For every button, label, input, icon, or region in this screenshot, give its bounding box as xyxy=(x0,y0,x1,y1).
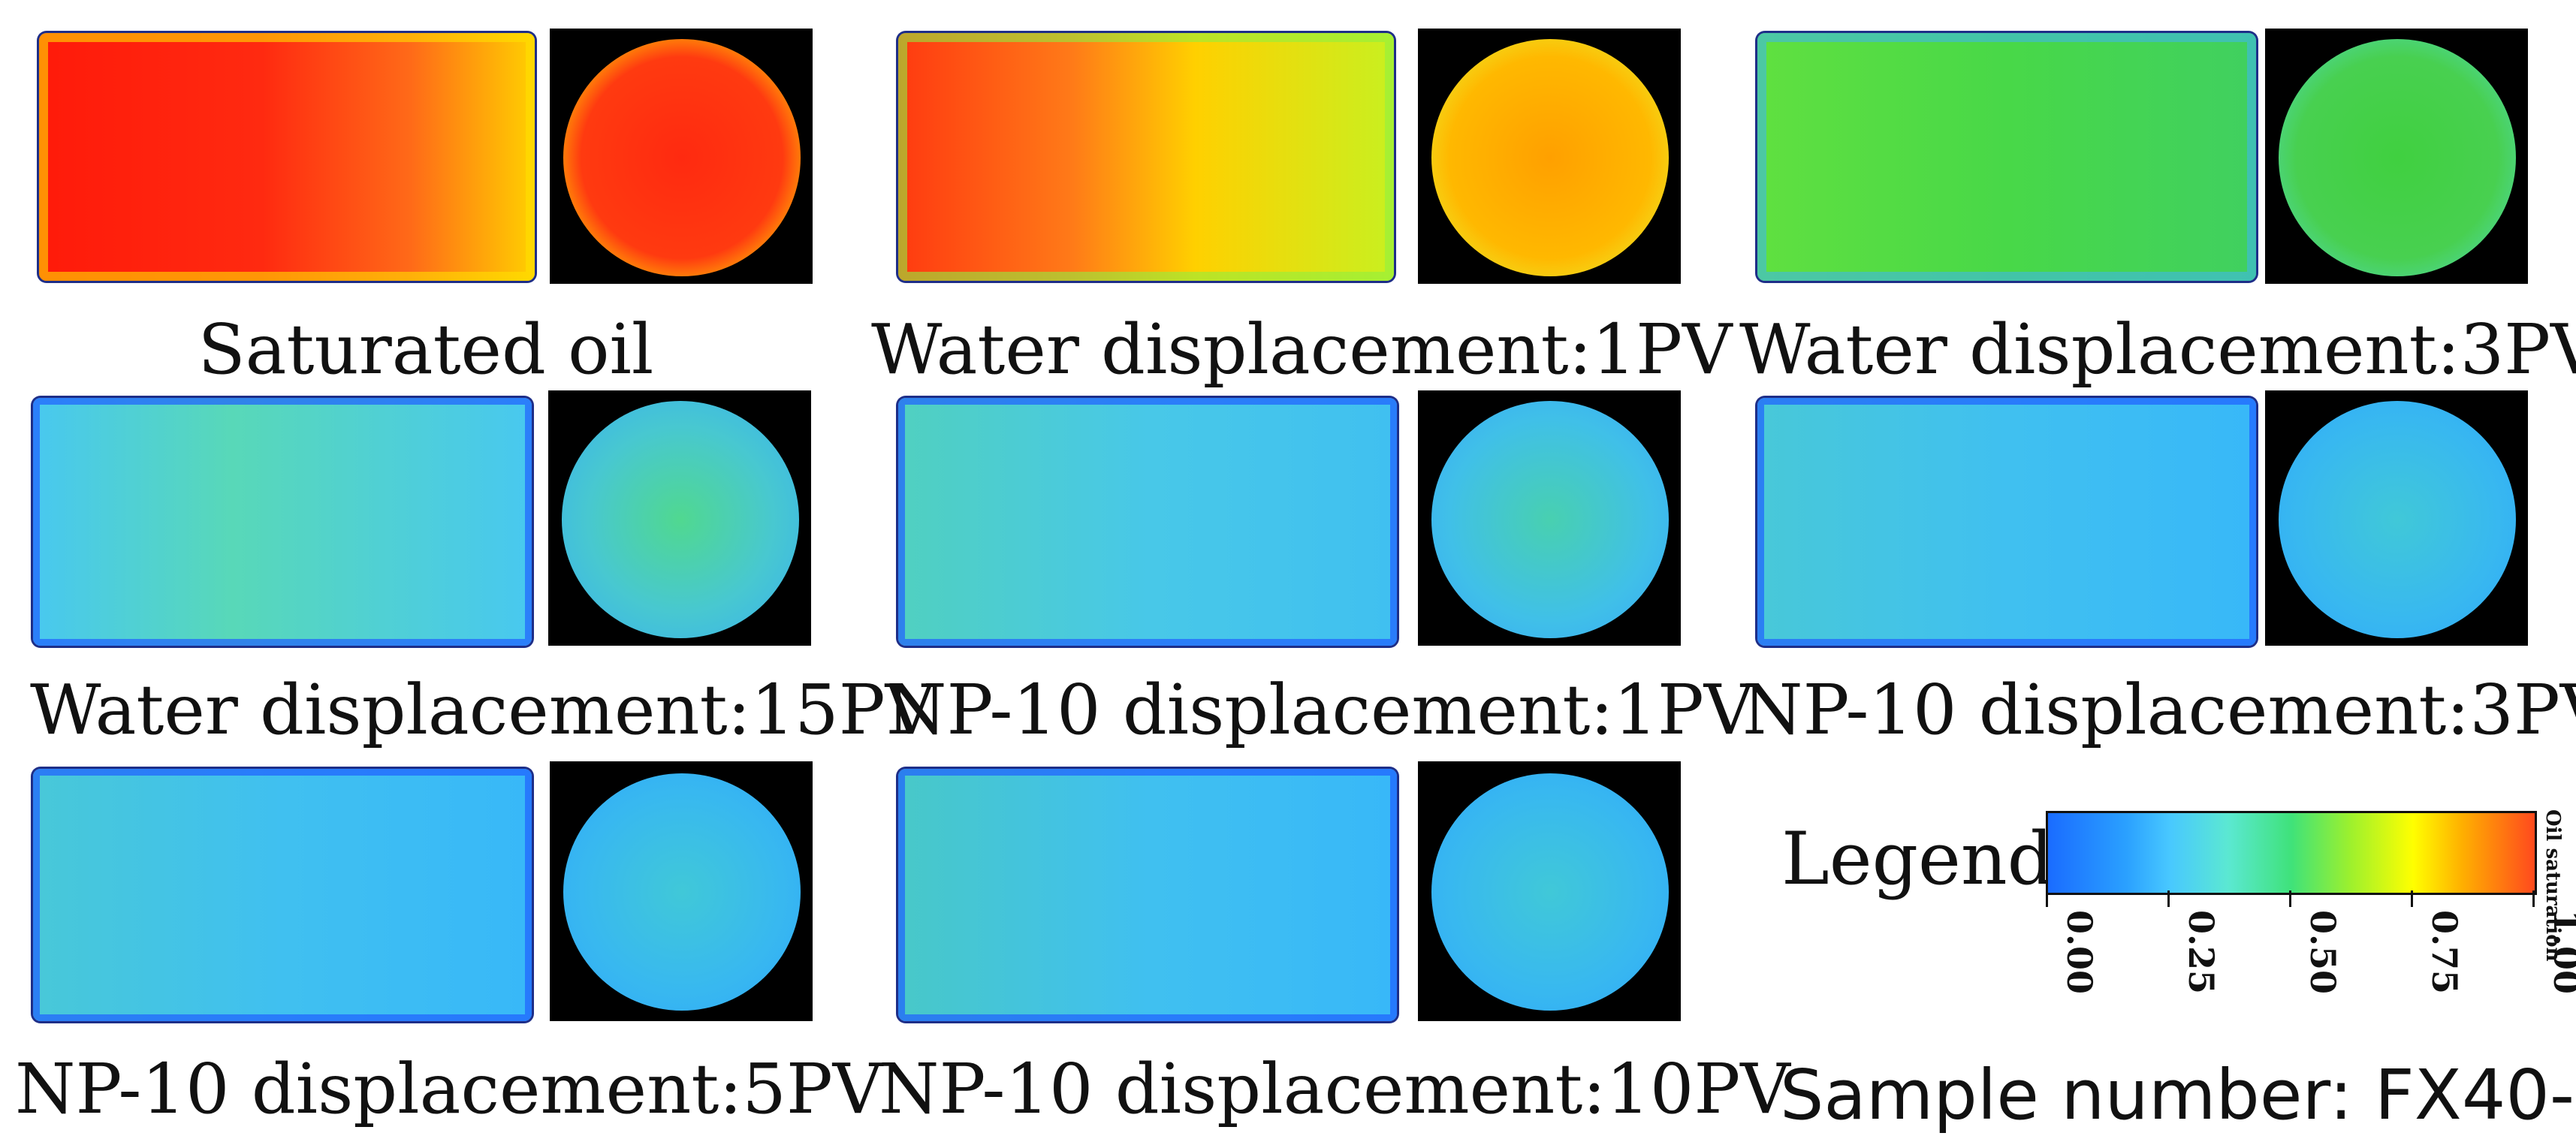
heatmap-rect-5 xyxy=(898,398,1397,646)
core-section-image xyxy=(2279,401,2516,638)
heatmap-rect-8 xyxy=(898,769,1397,1021)
core-section-image xyxy=(563,39,801,276)
heatmap-rect-1 xyxy=(39,33,535,281)
core-section-image xyxy=(1431,401,1669,638)
panel-caption: NP-10 displacement:10PV xyxy=(879,1049,1790,1129)
panel-caption: NP-10 displacement:1PV xyxy=(886,670,1754,750)
core-side-image xyxy=(39,33,535,281)
core-section-image xyxy=(2279,39,2516,276)
legend-tick xyxy=(2046,890,2048,907)
legend-tick xyxy=(2532,890,2535,907)
heatmap-rect-3 xyxy=(1757,33,2256,281)
legend-tick-label: 0.25 xyxy=(2181,910,2222,995)
core-section-image xyxy=(1431,39,1669,276)
legend-tick xyxy=(2289,890,2291,907)
core-section-frame xyxy=(550,761,813,1021)
core-section-frame xyxy=(1418,390,1681,646)
heatmap-rect-2 xyxy=(898,33,1394,281)
panel-caption: Water displacement:3PV xyxy=(1739,309,2576,390)
core-section-frame xyxy=(548,390,811,646)
core-section-frame xyxy=(2265,390,2528,646)
heatmap-rect-4 xyxy=(33,398,532,646)
core-side-image xyxy=(33,769,532,1021)
legend-tick xyxy=(2167,890,2170,907)
heatmap-rect-6 xyxy=(1757,398,2256,646)
core-section-image xyxy=(563,773,801,1011)
core-side-image xyxy=(898,398,1397,646)
sample-number: Sample number: FX40-8 xyxy=(1780,1055,2576,1135)
panel-caption: Saturated oil xyxy=(198,309,654,390)
legend-tick-label: 0.00 xyxy=(2059,910,2100,995)
core-side-image xyxy=(898,769,1397,1021)
panel-caption: NP-10 displacement:3PV xyxy=(1742,670,2576,750)
panel-caption: NP-10 displacement:5PV xyxy=(15,1049,883,1129)
legend-color-bar xyxy=(2046,811,2537,895)
core-section-image xyxy=(562,401,799,638)
core-section-frame xyxy=(1418,761,1681,1021)
core-side-image xyxy=(1757,33,2256,281)
core-side-image xyxy=(898,33,1394,281)
core-section-image xyxy=(1431,773,1669,1011)
panel-caption: Water displacement:15PV xyxy=(30,670,936,750)
core-section-frame xyxy=(1418,29,1681,284)
legend-tick xyxy=(2411,890,2413,907)
core-section-frame xyxy=(550,29,813,284)
core-side-image xyxy=(33,398,532,646)
panel-caption: Water displacement:1PV xyxy=(871,309,1733,390)
legend-tick-label: 1.00 xyxy=(2546,910,2576,995)
heatmap-rect-7 xyxy=(33,769,532,1021)
core-section-frame xyxy=(2265,29,2528,284)
legend-tick-label: 0.50 xyxy=(2303,910,2343,995)
legend-title: Legend: xyxy=(1781,817,2078,901)
core-side-image xyxy=(1757,398,2256,646)
legend-tick-label: 0.75 xyxy=(2424,910,2465,995)
